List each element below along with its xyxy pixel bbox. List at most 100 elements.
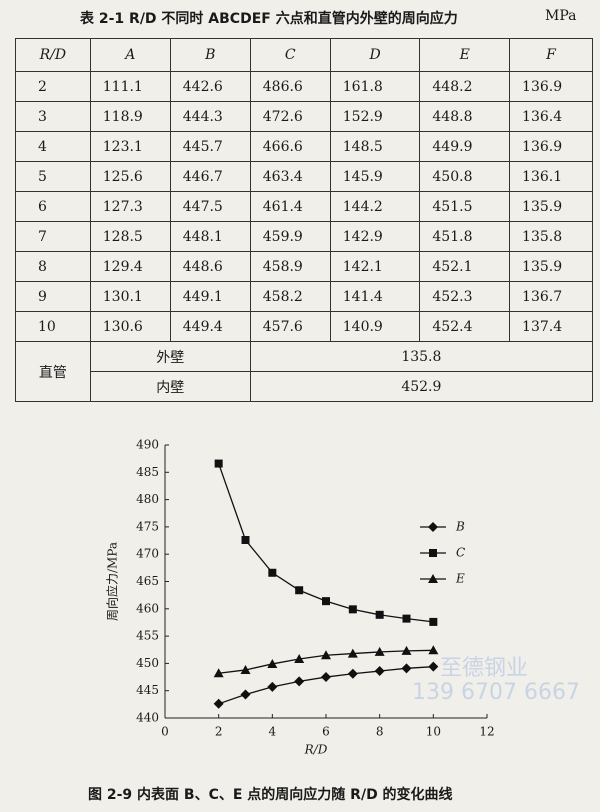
table-cell: 457.6 (249, 311, 331, 342)
table-row: 直管 外壁 135.8 (15, 341, 594, 402)
data-point (401, 645, 412, 655)
legend-label: B (455, 520, 465, 534)
pipe-wall: 内壁 (89, 371, 251, 402)
table-cell: 486.6 (249, 71, 331, 102)
data-point (374, 666, 385, 677)
data-point (294, 676, 305, 687)
table-unit: MPa (545, 8, 577, 24)
data-point (213, 698, 224, 709)
table-cell: 6 (15, 191, 91, 222)
y-tick-label: 480 (136, 492, 159, 506)
table-cell: 445.7 (169, 131, 251, 162)
table-cell: 466.6 (249, 131, 331, 162)
table-cell: 463.4 (249, 161, 331, 192)
table-cell: 451.5 (419, 191, 511, 222)
header-cell: B (169, 38, 251, 72)
table-row: 2 111.1 442.6 486.6 161.8 448.2 136.9 (15, 71, 593, 102)
legend-marker (428, 574, 438, 583)
data-point (402, 614, 411, 623)
table-cell: 111.1 (89, 71, 171, 102)
table-cell: 448.1 (169, 221, 251, 252)
legend-marker (429, 549, 437, 557)
data-point (267, 681, 278, 692)
pipe-wall: 外壁 (89, 341, 251, 372)
legend-marker (428, 522, 438, 532)
table-cell: 152.9 (329, 101, 421, 132)
data-point (428, 661, 439, 672)
pipe-label: 直管 (15, 341, 91, 402)
table-cell: 452.3 (419, 281, 511, 312)
header-cell: D (329, 38, 421, 72)
y-tick-label: 475 (136, 519, 159, 533)
y-tick-label: 470 (136, 547, 159, 561)
watermark-phone: 139 6707 6667 (412, 680, 580, 705)
table-cell: 130.1 (89, 281, 171, 312)
data-point (321, 672, 331, 683)
table-cell: 127.3 (89, 191, 171, 222)
table-cell: 452.4 (419, 311, 511, 342)
legend-label: E (455, 572, 465, 586)
table-cell: 450.8 (419, 161, 511, 192)
x-tick-label: 6 (322, 725, 330, 739)
table-cell: 4 (15, 131, 91, 162)
table-cell: 458.9 (249, 251, 331, 282)
table-cell: 449.1 (169, 281, 251, 312)
data-point (429, 617, 438, 626)
table-cell: 129.4 (89, 251, 171, 282)
table-cell: 148.5 (329, 131, 421, 162)
table-cell: 472.6 (249, 101, 331, 132)
table-cell: 130.6 (89, 311, 171, 342)
table-cell: 145.9 (329, 161, 421, 192)
header-cell: F (509, 38, 593, 72)
table-row: 4 123.1 445.7 466.6 148.5 449.9 136.9 (15, 131, 593, 162)
table-cell: 125.6 (89, 161, 171, 192)
table-cell: 136.9 (509, 131, 593, 162)
table-cell: 449.9 (419, 131, 511, 162)
data-point (375, 610, 384, 619)
y-tick-label: 445 (136, 683, 159, 697)
y-tick-label: 460 (136, 601, 159, 615)
data-point (321, 650, 331, 660)
header-cell: C (249, 38, 331, 72)
data-point (241, 536, 250, 545)
table-cell: 135.8 (509, 221, 593, 252)
table-cell: 161.8 (329, 71, 421, 102)
pipe-value: 135.8 (249, 341, 594, 372)
y-tick-label: 465 (136, 574, 159, 588)
table-cell: 10 (15, 311, 91, 342)
data-point (268, 568, 277, 577)
x-tick-label: 2 (215, 725, 223, 739)
table-cell: 442.6 (169, 71, 251, 102)
data-point (295, 586, 304, 595)
table-cell: 446.7 (169, 161, 251, 192)
data-point (374, 646, 385, 656)
data-point (240, 689, 251, 700)
table-cell: 451.8 (419, 221, 511, 252)
data-point (322, 597, 330, 606)
data-point (214, 459, 223, 468)
data-point (294, 654, 305, 664)
y-tick-label: 455 (136, 629, 159, 643)
table-cell: 144.2 (329, 191, 421, 222)
y-tick-label: 485 (136, 465, 159, 479)
x-tick-label: 0 (161, 725, 169, 739)
pipe-value: 452.9 (249, 371, 594, 402)
table-cell: 452.1 (419, 251, 511, 282)
table-cell: 9 (15, 281, 91, 312)
data-point (347, 648, 358, 658)
table-cell: 135.9 (509, 251, 593, 282)
x-axis-label: R/D (304, 743, 328, 757)
table-cell: 136.7 (509, 281, 593, 312)
table-cell: 461.4 (249, 191, 331, 222)
table-cell: 142.1 (329, 251, 421, 282)
table-row: 8 129.4 448.6 458.9 142.1 452.1 135.9 (15, 251, 593, 282)
table-row: 9 130.1 449.1 458.2 141.4 452.3 136.7 (15, 281, 593, 312)
table-row: 6 127.3 447.5 461.4 144.2 451.5 135.9 (15, 191, 593, 222)
data-point (401, 663, 412, 674)
table-cell: 444.3 (169, 101, 251, 132)
table-cell: 449.4 (169, 311, 251, 342)
x-tick-label: 4 (269, 725, 277, 739)
table-cell: 142.9 (329, 221, 421, 252)
data-point (213, 668, 224, 678)
